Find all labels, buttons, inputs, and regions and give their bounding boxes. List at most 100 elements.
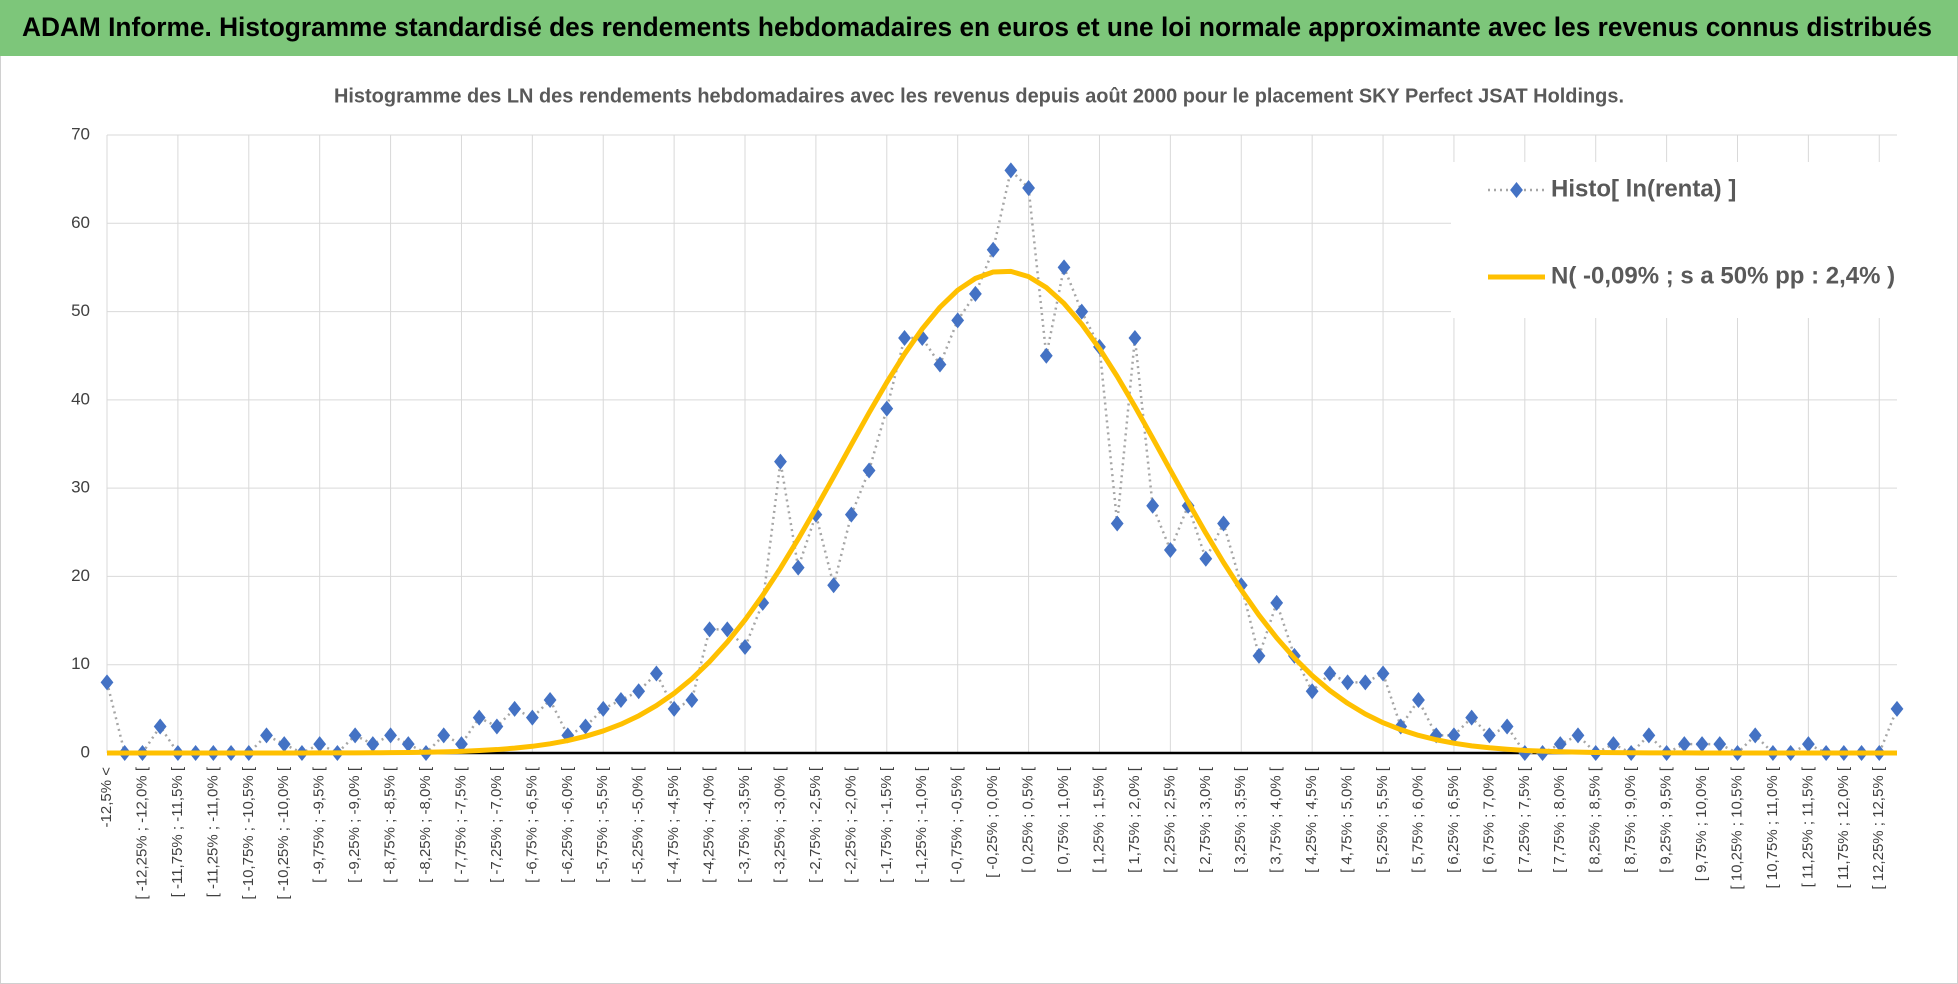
data-point xyxy=(1341,674,1354,691)
x-tick-label: [ 7,75% ; 8,0% [ xyxy=(1551,766,1568,873)
data-point xyxy=(490,718,504,735)
data-point xyxy=(1571,727,1585,744)
y-tick-label: 40 xyxy=(71,389,90,408)
legend-marker xyxy=(1510,182,1523,198)
x-tick-label: [ 5,75% ; 6,0% [ xyxy=(1409,766,1426,873)
data-point xyxy=(827,577,841,594)
data-point xyxy=(1323,665,1337,682)
data-point xyxy=(1039,347,1053,364)
x-tick-label: [ -9,25% ; -9,0% [ xyxy=(346,766,363,883)
data-point xyxy=(472,709,486,726)
x-tick-label: [ 0,75% ; 1,0% [ xyxy=(1055,766,1072,873)
data-point xyxy=(667,700,681,717)
legend-box xyxy=(1451,162,1899,318)
x-tick-label: [ -12,25% ; -12,0% [ xyxy=(133,766,150,899)
data-point xyxy=(703,621,716,638)
x-tick-label: [ -6,25% ; -6,0% [ xyxy=(559,766,576,883)
x-tick-label: [ 5,25% ; 5,5% [ xyxy=(1374,766,1391,873)
data-point xyxy=(1057,259,1071,276)
x-tick-label: [ -5,75% ; -5,5% [ xyxy=(594,766,611,883)
data-point xyxy=(1677,736,1691,753)
y-tick-label: 10 xyxy=(71,654,90,673)
x-tick-label: [ 6,75% ; 7,0% [ xyxy=(1480,766,1497,873)
x-tick-label: [ -3,75% ; -3,5% [ xyxy=(736,766,753,883)
data-point xyxy=(1270,594,1284,611)
x-tick-label: [ -6,75% ; -6,5% [ xyxy=(523,766,540,883)
x-tick-label: [ 7,25% ; 7,5% [ xyxy=(1516,766,1533,873)
y-tick-label: 30 xyxy=(71,478,90,497)
data-point xyxy=(153,718,167,735)
data-point xyxy=(738,639,752,656)
data-point xyxy=(1482,727,1496,744)
data-point xyxy=(579,718,592,735)
data-point xyxy=(1801,736,1815,753)
data-point xyxy=(1358,674,1372,691)
series-line xyxy=(107,268,1897,756)
data-point xyxy=(791,559,805,576)
data-point xyxy=(720,621,734,638)
x-tick-label: [ 2,75% ; 3,0% [ xyxy=(1197,766,1214,873)
data-point xyxy=(1252,647,1266,664)
x-tick-label: [ -1,25% ; -1,0% [ xyxy=(913,766,930,883)
data-point xyxy=(1199,550,1213,567)
data-point xyxy=(596,700,610,717)
data-point xyxy=(1642,727,1656,744)
x-tick-label: [ 4,25% ; 4,5% [ xyxy=(1303,766,1320,873)
header-bar xyxy=(0,0,1958,56)
data-point xyxy=(1465,709,1479,726)
x-tick-label: [ 9,25% ; 9,5% [ xyxy=(1658,766,1675,873)
data-point xyxy=(366,736,380,753)
data-point xyxy=(455,736,468,753)
data-point xyxy=(1695,736,1709,753)
x-tick-label: [ -4,75% ; -4,5% [ xyxy=(665,766,682,883)
data-point xyxy=(880,400,894,417)
x-tick-label: [ -2,75% ; -2,5% [ xyxy=(807,766,824,883)
x-tick-label: [ 11,25% ; 11,5% [ xyxy=(1799,766,1816,887)
data-point xyxy=(1607,736,1620,753)
x-tick-label: [ -1,75% ; -1,5% [ xyxy=(878,766,895,883)
data-point xyxy=(508,700,522,717)
y-tick-label: 20 xyxy=(71,566,90,585)
x-tick-label: [ -10,25% ; -10,0% [ xyxy=(275,766,292,899)
data-point xyxy=(313,736,327,753)
data-point xyxy=(862,462,876,479)
data-point xyxy=(1890,700,1904,717)
x-tick-label: [ -7,75% ; -7,5% [ xyxy=(452,766,469,883)
data-point xyxy=(100,674,114,691)
x-tick-label: [ 12,25% ; 12,5% [ xyxy=(1870,766,1887,889)
x-tick-label: [ -4,25% ; -4,0% [ xyxy=(701,766,718,883)
data-point xyxy=(525,709,539,726)
data-point xyxy=(1217,515,1230,532)
x-tick-label: -12,5% < xyxy=(98,767,115,828)
data-point xyxy=(1305,683,1319,700)
x-tick-label: [ 11,75% ; 12,0% [ xyxy=(1835,766,1852,888)
data-point xyxy=(1128,330,1142,347)
data-point xyxy=(543,692,557,709)
data-point xyxy=(1022,179,1035,196)
data-point xyxy=(1553,736,1567,753)
x-tick-label: [ 8,75% ; 9,0% [ xyxy=(1622,766,1639,873)
data-point xyxy=(348,727,362,744)
x-tick-label: [ -7,25% ; -7,0% [ xyxy=(488,766,505,883)
data-point xyxy=(969,285,982,302)
x-tick-label: [ 10,25% ; 10,5% [ xyxy=(1728,766,1745,889)
x-tick-label: [ -11,75% ; -11,5% [ xyxy=(169,766,186,897)
data-point xyxy=(1713,736,1727,753)
data-point xyxy=(384,727,397,744)
x-tick-label: [ 3,75% ; 4,0% [ xyxy=(1268,766,1285,873)
x-tick-label: [ -0,25% ; 0,0% [ xyxy=(984,766,1001,878)
data-point xyxy=(1163,541,1177,558)
x-tick-label: [ 10,75% ; 11,0% [ xyxy=(1764,766,1781,888)
data-point xyxy=(774,453,787,470)
data-point xyxy=(1500,718,1514,735)
y-tick-label: 70 xyxy=(71,124,90,143)
y-tick-label: 0 xyxy=(81,742,90,761)
data-point xyxy=(1412,692,1425,709)
data-point xyxy=(844,506,858,523)
data-point xyxy=(933,356,947,373)
x-tick-label: [ -11,25% ; -11,0% [ xyxy=(204,766,221,897)
x-tick-label: [ 1,75% ; 2,0% [ xyxy=(1126,766,1143,873)
x-tick-label: [ 9,75% ; 10,0% [ xyxy=(1693,766,1710,881)
x-tick-label: [ -8,25% ; -8,0% [ xyxy=(417,766,434,883)
